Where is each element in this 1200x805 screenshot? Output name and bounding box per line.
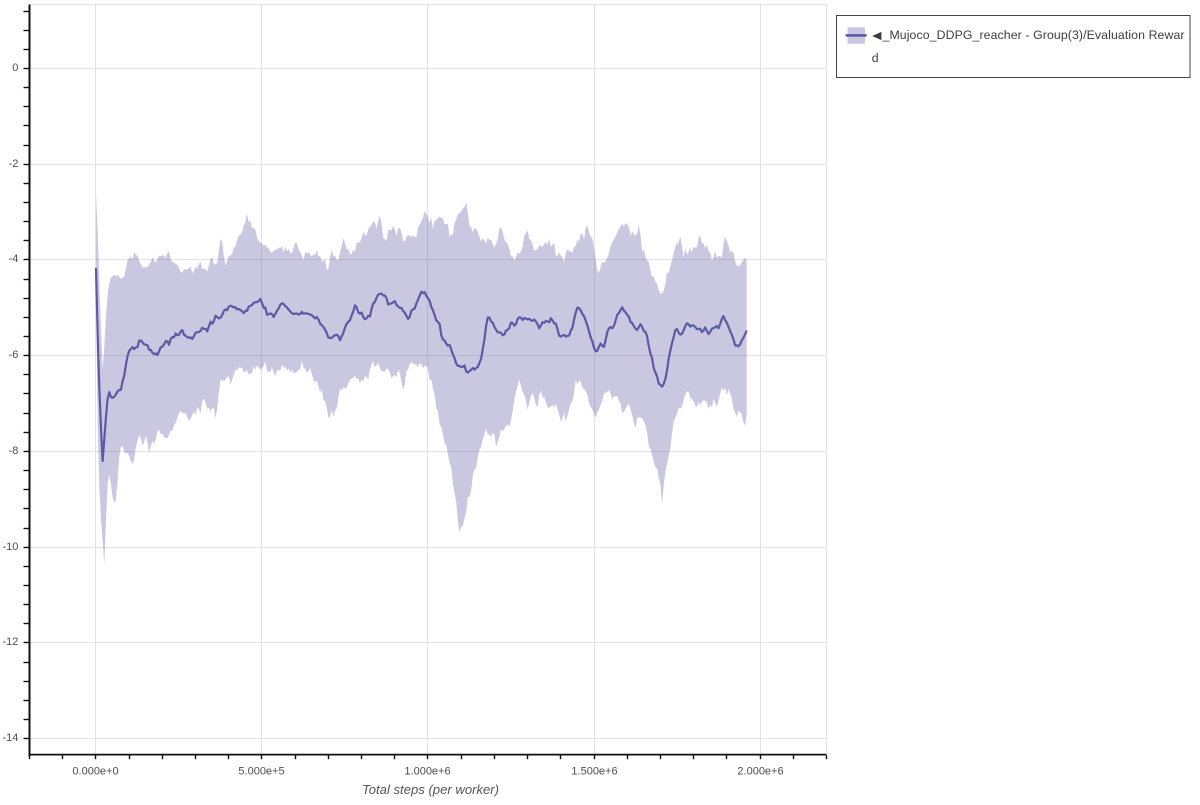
svg-text:-10: -10 [2,541,18,553]
svg-text:0: 0 [12,62,18,74]
svg-text:-12: -12 [2,636,18,648]
svg-text:1.000e+6: 1.000e+6 [404,766,450,778]
svg-text:_Mujoco_DDPG_reacher - Group(3: _Mujoco_DDPG_reacher - Group(3)/Evaluati… [882,28,1185,42]
svg-text:-2: -2 [9,158,19,170]
svg-text:0.000e+0: 0.000e+0 [72,766,118,778]
svg-text:d: d [872,51,879,65]
svg-text:1.500e+6: 1.500e+6 [571,766,617,778]
svg-text:-6: -6 [9,349,19,361]
svg-text:2.000e+6: 2.000e+6 [737,766,783,778]
svg-text:5.000e+5: 5.000e+5 [238,766,284,778]
svg-text:-8: -8 [9,445,19,457]
svg-text:-14: -14 [2,732,18,744]
svg-text:-4: -4 [9,253,19,265]
svg-text:Total steps (per worker): Total steps (per worker) [362,782,499,797]
